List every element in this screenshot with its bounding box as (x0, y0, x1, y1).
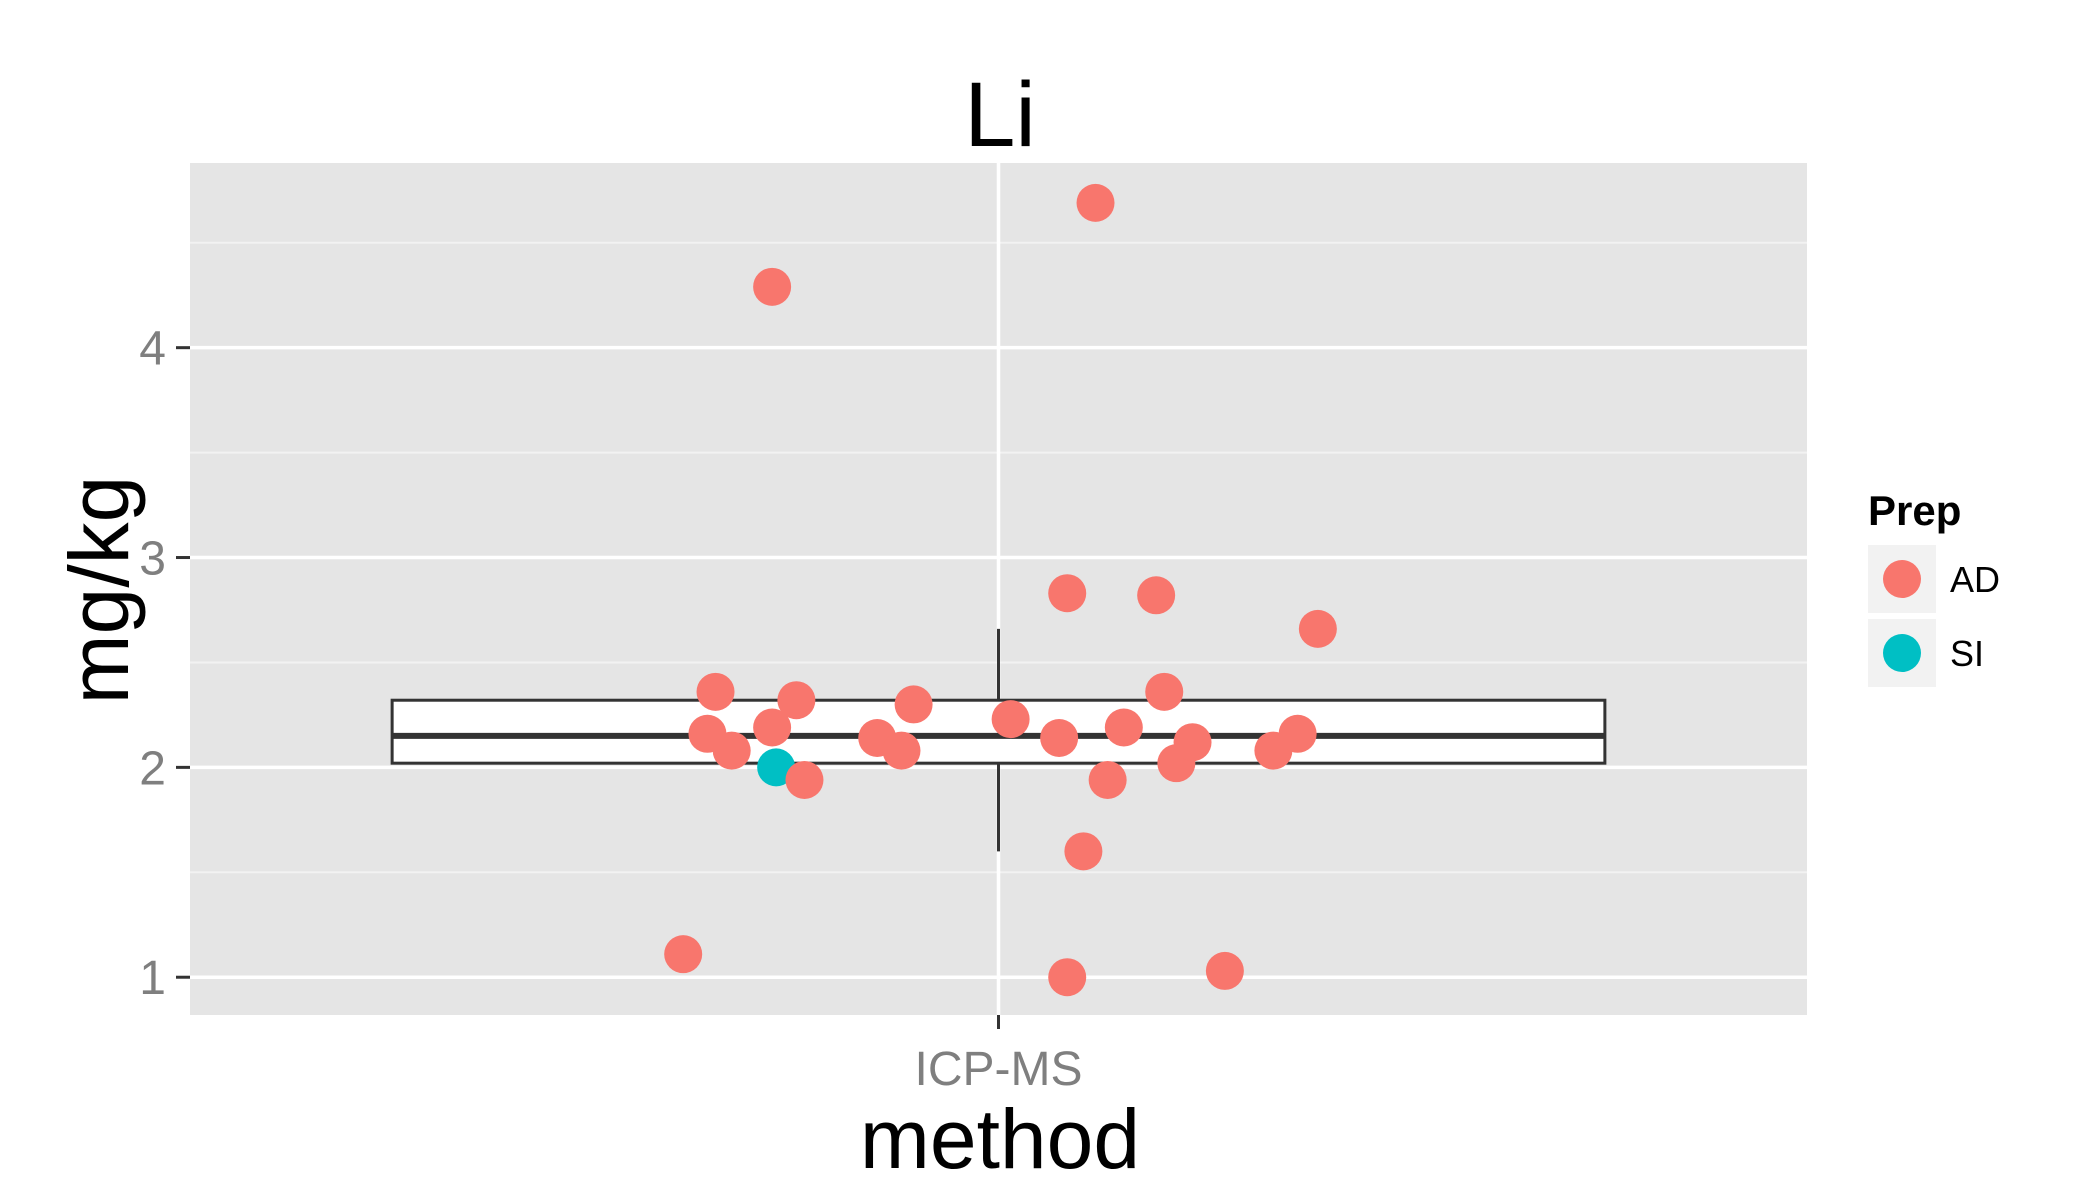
chart-title: Li (964, 64, 1036, 166)
data-point-ad (882, 731, 921, 770)
data-point-ad (785, 760, 824, 799)
legend-title: Prep (1868, 487, 1961, 534)
data-point-ad (1048, 574, 1087, 613)
data-point-ad (777, 681, 816, 720)
data-point-ad (696, 672, 735, 711)
data-point-ad (1205, 951, 1244, 990)
x-tick-label: ICP-MS (915, 1043, 1083, 1096)
x-axis-title: method (860, 1092, 1140, 1186)
y-tick-label: 4 (139, 323, 166, 376)
data-point-ad (1076, 183, 1115, 222)
legend-label-ad: AD (1950, 559, 2000, 600)
data-point-si (757, 748, 796, 787)
legend-label-si: SI (1950, 633, 1984, 674)
data-point-ad (753, 267, 792, 306)
data-point-ad (1145, 672, 1184, 711)
y-tick-label: 2 (139, 742, 166, 795)
data-point-ad (894, 685, 933, 724)
data-point-ad (1278, 714, 1317, 753)
data-point-ad (712, 731, 751, 770)
y-axis-title: mg/kg (52, 476, 146, 705)
data-point-ad (1048, 958, 1087, 997)
data-point-ad (1040, 718, 1079, 757)
legend-key-si (1883, 634, 1921, 672)
y-tick-label: 1 (139, 952, 166, 1005)
data-point-ad (991, 700, 1030, 739)
axes: 1 2 3 4 ICP-MS (139, 323, 1082, 1096)
data-point-ad (1173, 723, 1212, 762)
data-point-ad (1137, 576, 1176, 615)
data-point-ad (753, 708, 792, 747)
data-point-ad (664, 935, 703, 974)
data-point-ad (1088, 760, 1127, 799)
data-points (664, 183, 1337, 997)
y-tick-label: 3 (139, 533, 166, 586)
legend: Prep AD SI (1868, 487, 2000, 687)
data-point-ad (1298, 609, 1337, 648)
data-point-ad (1104, 708, 1143, 747)
data-point-ad (1064, 832, 1103, 871)
legend-key-ad (1883, 560, 1921, 598)
